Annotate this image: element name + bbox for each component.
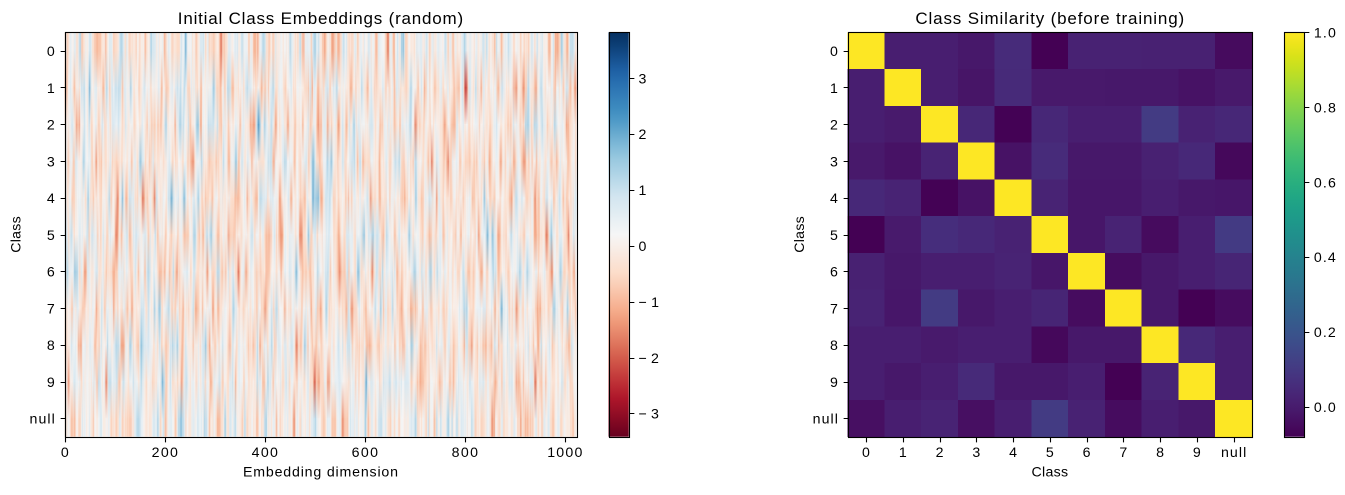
svg-text:6: 6 (47, 265, 55, 281)
svg-text:null: null (813, 412, 838, 428)
svg-text:1: 1 (47, 81, 55, 97)
svg-text:9: 9 (47, 375, 55, 391)
svg-text:0.0: 0.0 (1314, 400, 1336, 416)
svg-text:4: 4 (1009, 445, 1017, 461)
svg-text:Class Similarity (before train: Class Similarity (before training) (915, 9, 1184, 28)
svg-text:8: 8 (830, 338, 838, 354)
svg-text:3: 3 (830, 154, 838, 170)
svg-text:4: 4 (47, 191, 55, 207)
svg-text:Embedding dimension: Embedding dimension (243, 465, 398, 481)
svg-text:0.2: 0.2 (1314, 325, 1336, 341)
svg-text:6: 6 (830, 265, 838, 281)
svg-text:9: 9 (1193, 445, 1201, 461)
svg-text:0: 0 (61, 445, 69, 461)
svg-text:3: 3 (972, 445, 980, 461)
svg-text:1.0: 1.0 (1314, 26, 1336, 42)
svg-text:0: 0 (47, 44, 55, 60)
svg-text:1: 1 (899, 445, 907, 461)
svg-text:600: 600 (352, 445, 379, 461)
svg-text:800: 800 (452, 445, 479, 461)
svg-text:null: null (30, 412, 55, 428)
svg-text:2: 2 (47, 118, 55, 134)
svg-text:2: 2 (830, 118, 838, 134)
svg-text:0.4: 0.4 (1314, 250, 1336, 266)
svg-text:3: 3 (639, 71, 647, 87)
svg-text:2: 2 (936, 445, 944, 461)
svg-text:400: 400 (252, 445, 278, 461)
svg-text:1000: 1000 (547, 445, 582, 461)
svg-text:7: 7 (1119, 445, 1127, 461)
svg-text:2: 2 (639, 127, 647, 143)
svg-text:0.6: 0.6 (1314, 175, 1336, 191)
svg-text:0.8: 0.8 (1314, 100, 1336, 116)
svg-text:6: 6 (1083, 445, 1091, 461)
svg-text:1: 1 (830, 81, 838, 97)
svg-text:8: 8 (1156, 445, 1164, 461)
svg-text:0: 0 (639, 239, 647, 255)
svg-text:5: 5 (1046, 445, 1054, 461)
svg-text:8: 8 (47, 338, 55, 354)
svg-text:9: 9 (830, 375, 838, 391)
svg-text:Class: Class (1032, 465, 1069, 481)
svg-text:7: 7 (47, 301, 55, 317)
svg-text:5: 5 (830, 228, 838, 244)
svg-text:0: 0 (862, 445, 870, 461)
svg-text:0: 0 (830, 44, 838, 60)
svg-text:4: 4 (830, 191, 838, 207)
svg-text:Class: Class (9, 216, 25, 253)
svg-text:1: 1 (639, 183, 647, 199)
svg-text:Class: Class (792, 216, 808, 253)
svg-text:200: 200 (152, 445, 178, 461)
svg-text:null: null (1221, 445, 1246, 461)
svg-text:7: 7 (830, 301, 838, 317)
svg-text:3: 3 (47, 154, 55, 170)
svg-text:Initial Class Embeddings (rand: Initial Class Embeddings (random) (178, 9, 463, 28)
svg-text:5: 5 (47, 228, 55, 244)
